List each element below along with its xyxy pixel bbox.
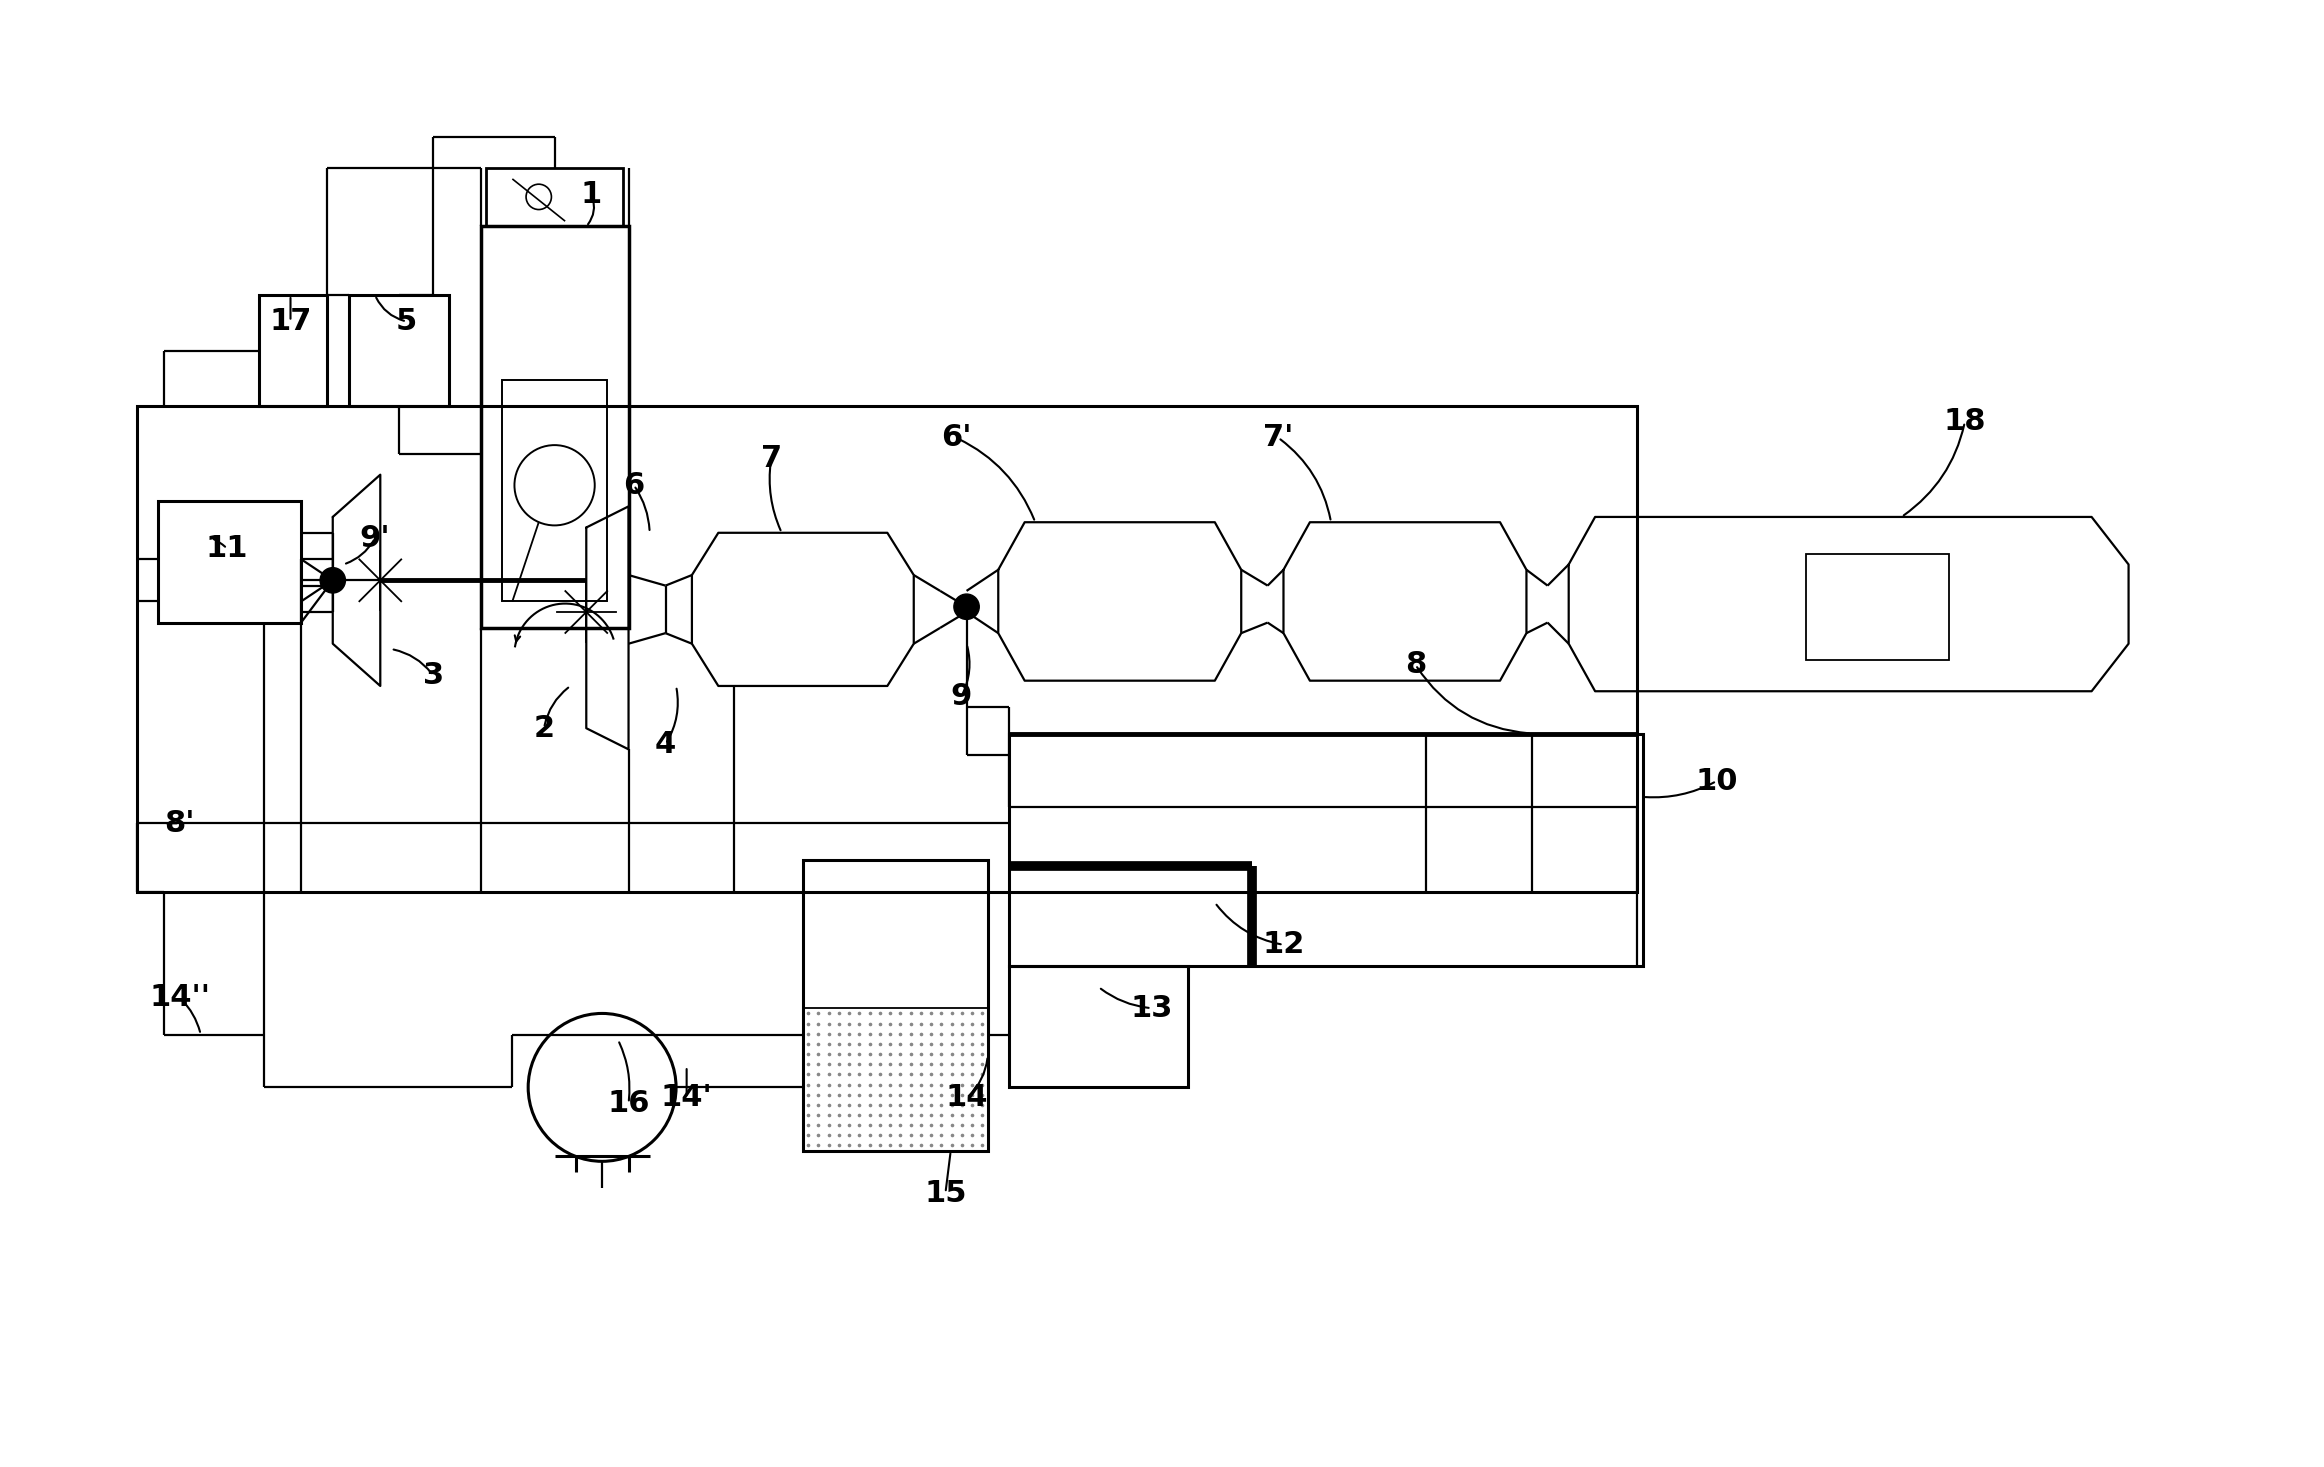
Bar <box>258 295 328 406</box>
Bar <box>158 502 302 622</box>
Text: 13: 13 <box>1129 993 1174 1022</box>
Text: 8': 8' <box>165 808 195 838</box>
Text: 15: 15 <box>925 1178 967 1207</box>
Text: 1: 1 <box>581 180 602 210</box>
Text: 3: 3 <box>423 662 444 689</box>
Text: 6': 6' <box>941 422 971 452</box>
Text: 12: 12 <box>1262 930 1304 959</box>
Text: 7': 7' <box>1262 422 1294 452</box>
Text: 17: 17 <box>270 307 311 336</box>
Text: 18: 18 <box>1943 408 1987 436</box>
Bar <box>1009 965 1188 1087</box>
Text: 9: 9 <box>951 682 971 711</box>
Bar <box>481 226 627 628</box>
Bar <box>802 860 988 1150</box>
Bar <box>486 169 623 226</box>
Text: 9': 9' <box>360 524 390 553</box>
Circle shape <box>321 568 346 593</box>
Text: 11: 11 <box>207 534 249 563</box>
Text: 7: 7 <box>760 445 781 474</box>
Text: 8: 8 <box>1406 650 1427 679</box>
Text: 14: 14 <box>946 1084 988 1112</box>
Text: 10: 10 <box>1694 767 1738 795</box>
Text: 16: 16 <box>607 1089 651 1118</box>
Bar <box>349 295 449 406</box>
Text: 4: 4 <box>655 729 676 758</box>
Text: 2: 2 <box>535 714 555 742</box>
Bar <box>1009 734 1643 965</box>
Bar <box>1806 555 1950 660</box>
Text: 5: 5 <box>395 307 418 336</box>
Bar <box>137 406 1638 892</box>
Text: 6: 6 <box>623 471 644 500</box>
Text: 14'': 14'' <box>149 983 209 1012</box>
Text: 14': 14' <box>660 1084 713 1112</box>
Bar <box>502 380 607 601</box>
Circle shape <box>953 594 978 619</box>
